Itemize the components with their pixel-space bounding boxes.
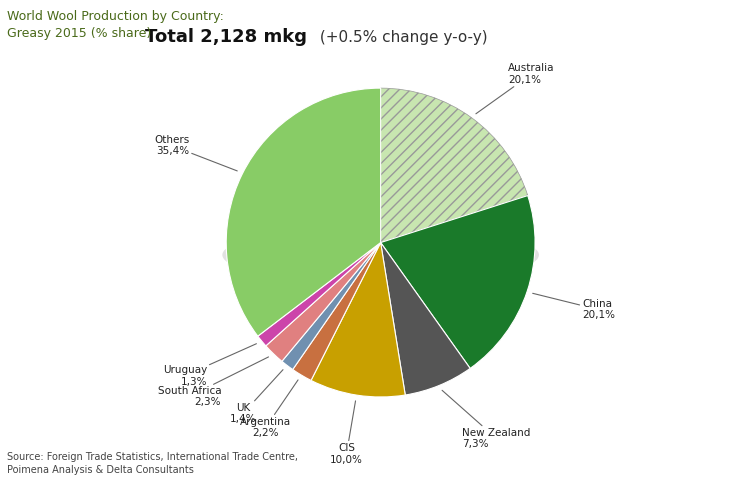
Text: Argentina
2,2%: Argentina 2,2% (240, 380, 298, 439)
Text: Others
35,4%: Others 35,4% (154, 135, 237, 171)
Text: Uruguay
1,3%: Uruguay 1,3% (163, 344, 256, 387)
Wedge shape (226, 88, 381, 336)
Text: China
20,1%: China 20,1% (533, 294, 616, 320)
Wedge shape (266, 243, 381, 361)
Wedge shape (311, 243, 406, 397)
Text: Australia
20,1%: Australia 20,1% (476, 63, 554, 114)
Ellipse shape (223, 226, 539, 284)
Text: Source: Foreign Trade Statistics, International Trade Centre,
Poimena Analysis &: Source: Foreign Trade Statistics, Intern… (7, 452, 299, 475)
Wedge shape (381, 243, 470, 395)
Wedge shape (282, 243, 381, 369)
Wedge shape (381, 88, 528, 243)
Text: South Africa
2,3%: South Africa 2,3% (157, 357, 269, 407)
Wedge shape (293, 243, 381, 381)
Text: New Zealand
7,3%: New Zealand 7,3% (442, 390, 531, 449)
Text: Total 2,128 mkg: Total 2,128 mkg (146, 28, 307, 46)
Wedge shape (258, 243, 381, 346)
Text: World Wool Production by Country:
Greasy 2015 (% share): World Wool Production by Country: Greasy… (7, 10, 224, 40)
Text: CIS
10,0%: CIS 10,0% (330, 401, 363, 465)
Text: (+0.5% change y-o-y): (+0.5% change y-o-y) (315, 30, 488, 45)
Text: UK
1,4%: UK 1,4% (230, 370, 283, 425)
Wedge shape (381, 196, 535, 368)
